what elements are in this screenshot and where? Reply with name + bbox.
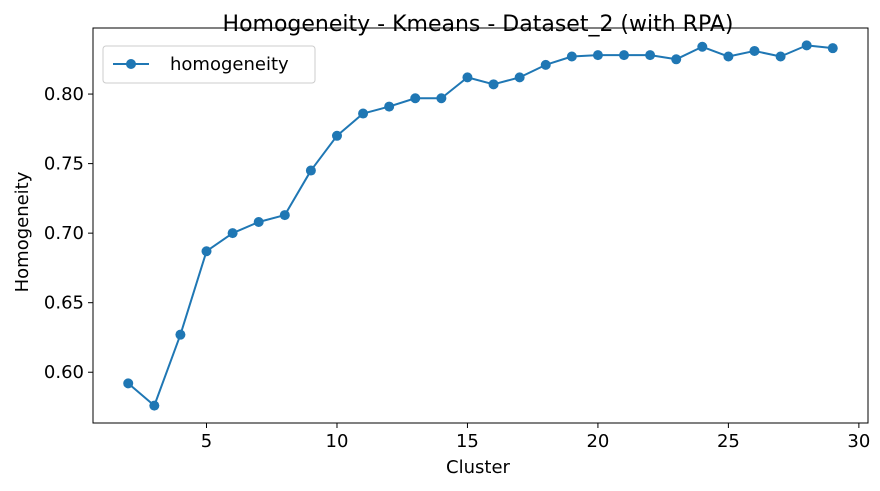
data-point	[279, 210, 290, 221]
data-point	[410, 93, 421, 104]
data-point	[227, 228, 238, 239]
data-point	[566, 51, 577, 62]
data-point	[514, 72, 525, 83]
data-point	[436, 93, 447, 104]
y-tick-label: 0.65	[44, 293, 84, 314]
data-point	[671, 54, 682, 65]
data-point	[149, 400, 160, 411]
plot-frame	[92, 27, 869, 424]
x-tick-label: 5	[201, 431, 212, 452]
data-point	[540, 59, 551, 70]
data-point	[645, 50, 656, 61]
data-point	[801, 40, 812, 51]
series-line	[127, 44, 833, 407]
legend-box	[102, 45, 316, 84]
axis-ticks: 5 10 15 20 25 30 0.60 0.65 0.70 0.75 0.80	[44, 84, 870, 452]
series-layer	[123, 40, 838, 411]
legend: homogeneity	[102, 45, 316, 84]
data-point	[697, 41, 708, 52]
data-point	[619, 50, 630, 61]
y-tick-label: 0.80	[44, 84, 84, 105]
data-point	[175, 329, 186, 340]
data-point	[253, 217, 264, 228]
y-tick-label: 0.70	[44, 223, 84, 244]
x-tick-label: 20	[586, 431, 609, 452]
x-tick-label: 25	[717, 431, 740, 452]
data-point	[305, 165, 316, 176]
y-tick-label: 0.75	[44, 154, 84, 175]
data-point	[488, 79, 499, 90]
data-point	[331, 130, 342, 141]
y-axis-label: Homogeneity	[12, 171, 33, 292]
data-point	[201, 246, 212, 257]
data-point	[775, 51, 786, 62]
x-axis-label: Cluster	[446, 457, 510, 478]
chart-title: Homogeneity - Kmeans - Dataset_2 (with R…	[223, 12, 734, 37]
x-tick-label: 10	[326, 431, 349, 452]
data-point	[358, 108, 369, 119]
legend-label: homogeneity	[170, 54, 289, 75]
data-point	[123, 378, 134, 389]
x-tick-label: 15	[456, 431, 479, 452]
data-point	[462, 72, 473, 83]
data-point	[827, 43, 838, 54]
y-tick-label: 0.60	[44, 362, 84, 383]
data-point	[723, 51, 734, 62]
data-point	[384, 101, 395, 112]
x-tick-label: 30	[847, 431, 870, 452]
data-point	[592, 50, 603, 61]
data-point	[749, 45, 760, 56]
legend-marker	[126, 59, 136, 69]
